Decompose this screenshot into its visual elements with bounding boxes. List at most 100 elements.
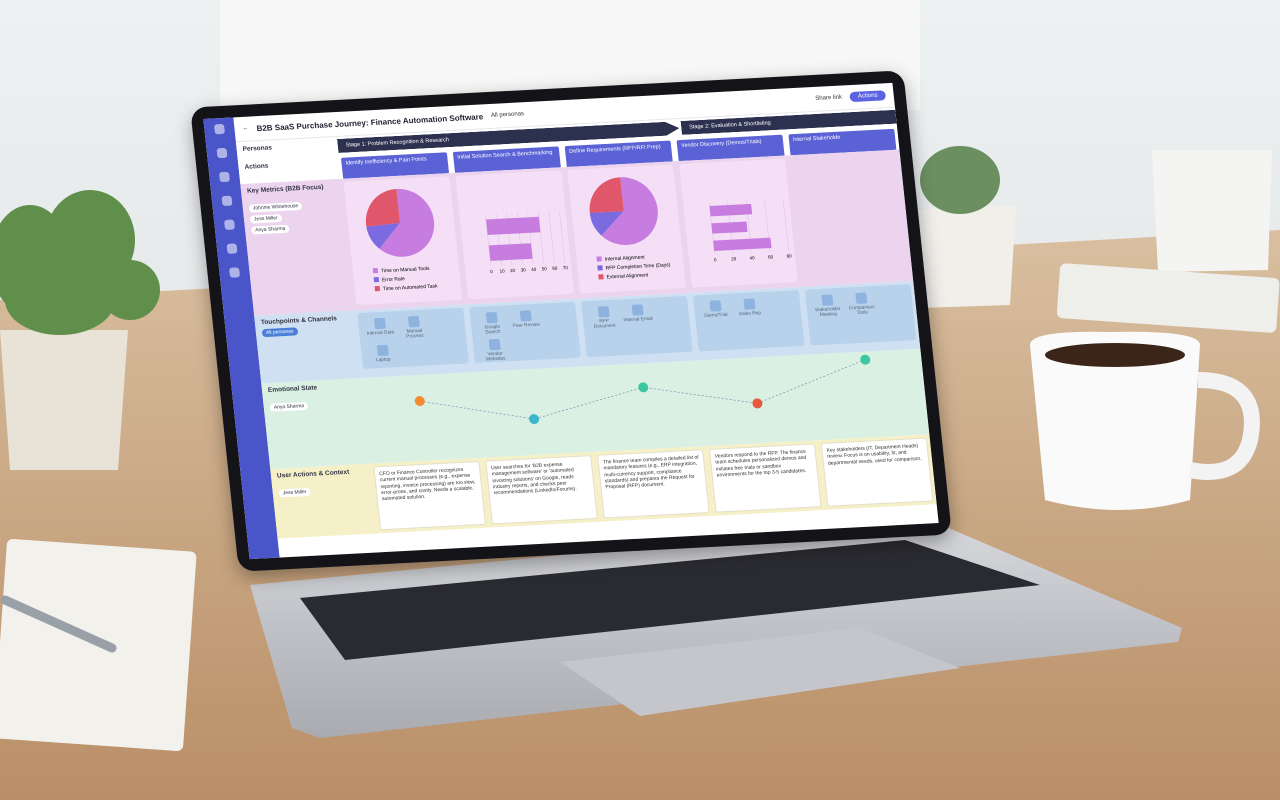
channel: Peer Review bbox=[510, 310, 542, 329]
bar bbox=[711, 221, 748, 234]
channel-label: Internal Email bbox=[623, 316, 654, 324]
channel: Laptop bbox=[367, 344, 399, 363]
row-cells: Time on Manual Tools Error Rate Time on Au… bbox=[340, 150, 913, 311]
channel-icon bbox=[376, 344, 389, 357]
back-button[interactable]: ← bbox=[242, 125, 249, 132]
pencil-cup bbox=[1152, 150, 1272, 272]
bar bbox=[713, 237, 772, 251]
nav-icon[interactable] bbox=[216, 147, 228, 159]
book-stack bbox=[1056, 263, 1280, 333]
map-title: B2B SaaS Purchase Journey: Finance Autom… bbox=[256, 111, 484, 133]
metrics-row: Key Metrics (B2B Focus) Johnnie Whitehous… bbox=[240, 149, 914, 316]
channel-label: Peer Review bbox=[512, 322, 541, 330]
nav-icon[interactable] bbox=[218, 171, 231, 183]
filter-chip: All personas bbox=[261, 327, 298, 338]
legend-label: External Alignment bbox=[606, 272, 649, 280]
channel-icon bbox=[820, 294, 833, 306]
row-label: Touchpoints & Channels All personas bbox=[254, 310, 361, 383]
grid-line bbox=[559, 210, 566, 263]
nav-icon[interactable] bbox=[221, 195, 233, 207]
channel: RFP Document bbox=[588, 306, 620, 330]
nav-icon[interactable] bbox=[224, 219, 236, 230]
legend-swatch bbox=[597, 265, 603, 271]
channel-icon bbox=[854, 292, 867, 305]
channel-icon bbox=[485, 311, 498, 324]
persona-chip: Jess Miller bbox=[249, 214, 283, 224]
grid-line bbox=[548, 210, 555, 263]
touchpoint-cell: Internal Data Manual Process Laptop bbox=[354, 304, 473, 378]
touchpoint-box: Internal Data Manual Process Laptop bbox=[357, 307, 470, 369]
channel-icon bbox=[597, 306, 610, 318]
legend-swatch bbox=[373, 277, 380, 283]
user-action-card: CFO or Finance Controller recognizes cur… bbox=[373, 460, 486, 531]
channel-icon bbox=[519, 310, 532, 322]
share-link[interactable]: Share link bbox=[815, 94, 843, 102]
persona-filter[interactable]: All personas bbox=[490, 111, 525, 119]
nav-icon[interactable] bbox=[213, 123, 225, 135]
channel-label: RFP Document bbox=[593, 319, 616, 330]
metric-cell: 0 10 20 30 40 50 60 70 bbox=[452, 167, 578, 304]
metric-cell bbox=[788, 150, 914, 287]
channel: Stakeholder Meeting bbox=[811, 294, 843, 318]
pie-slice bbox=[589, 211, 624, 236]
touchpoint-box: Google Search Peer Review Vendor Websites bbox=[469, 301, 581, 364]
user-action-cell: Key stakeholders (IT, Department Heads) … bbox=[817, 434, 936, 510]
persona-chip: Jess Miller bbox=[278, 487, 311, 498]
nav-icon[interactable] bbox=[226, 243, 238, 254]
coffee bbox=[1045, 343, 1185, 367]
persona-chip: Anya Sharma bbox=[269, 401, 309, 412]
channel-icon bbox=[742, 298, 756, 310]
legend-label: Time on Manual Tools bbox=[381, 266, 431, 275]
x-tick-label: 50 bbox=[542, 266, 548, 271]
small-plant bbox=[920, 146, 1000, 214]
persona-chip: Anya Sharma bbox=[250, 224, 290, 235]
user-action-cell: Vendors respond to the RFP. The finance … bbox=[706, 440, 825, 516]
channel-icon bbox=[373, 317, 386, 330]
legend-label: RFP Completion Time (Days) bbox=[605, 262, 671, 271]
row-label: Key Metrics (B2B Focus) Johnnie Whitehous… bbox=[240, 179, 354, 316]
emotion-face bbox=[860, 354, 871, 365]
channel-label: Laptop bbox=[375, 357, 391, 364]
x-tick-label: 80 bbox=[786, 253, 792, 258]
user-action-card: The finance team compiles a detailed lis… bbox=[597, 449, 710, 519]
nav-icon[interactable] bbox=[229, 267, 241, 278]
channel: Comparison Tools bbox=[845, 292, 877, 316]
grid-line bbox=[782, 198, 789, 251]
pen bbox=[0, 595, 117, 653]
channel-icon bbox=[488, 338, 501, 351]
bar bbox=[488, 243, 533, 261]
emotion-face bbox=[638, 382, 649, 393]
x-tick-label: 60 bbox=[768, 254, 774, 259]
x-tick-label: 20 bbox=[510, 268, 516, 273]
channel: Internal Email bbox=[622, 304, 654, 323]
channel-label: Comparison Tools bbox=[848, 305, 876, 317]
break bbox=[277, 480, 278, 487]
row-label: User Actions & Context Jess Miller bbox=[270, 464, 377, 539]
touchpoint-box: RFP Document Internal Email bbox=[580, 295, 693, 358]
x-tick-label: 30 bbox=[520, 267, 526, 272]
channel-icon bbox=[407, 315, 420, 328]
metric-cell: Internal Alignment RFP Completion Time (D… bbox=[564, 161, 690, 298]
keyboard bbox=[300, 540, 1040, 660]
touchpoints-label: Touchpoints & Channels bbox=[260, 315, 338, 327]
channel: Internal Data bbox=[364, 317, 396, 337]
emotion-curve bbox=[414, 354, 871, 425]
pie-slice bbox=[601, 177, 658, 245]
row-cells bbox=[361, 349, 929, 464]
channel-label: Stakeholder Meeting bbox=[814, 306, 841, 318]
x-tick-label: 10 bbox=[499, 268, 505, 273]
actions-label: Actions bbox=[244, 162, 269, 171]
channel-label: Internal Data bbox=[366, 330, 395, 337]
pie-slice bbox=[589, 177, 624, 213]
touchpoint-cell: Demo/Trial Sales Rep bbox=[690, 287, 809, 361]
metric-cell: 0 20 40 60 80 bbox=[676, 155, 802, 292]
user-action-card: Vendors respond to the RFP. The finance … bbox=[708, 443, 822, 513]
legend-swatch bbox=[596, 256, 602, 262]
metric-chart: 0 20 40 60 80 bbox=[679, 158, 798, 288]
actions-button[interactable]: Actions bbox=[849, 90, 887, 103]
channel: Vendor Websites bbox=[479, 338, 511, 362]
metric-cell: Time on Manual Tools Error Rate Time on Au… bbox=[340, 173, 466, 310]
app-screen: ← B2B SaaS Purchase Journey: Finance Aut… bbox=[203, 82, 939, 560]
x-tick-label: 40 bbox=[531, 267, 537, 272]
row-label: Emotional State Anya Sharma bbox=[261, 378, 370, 469]
